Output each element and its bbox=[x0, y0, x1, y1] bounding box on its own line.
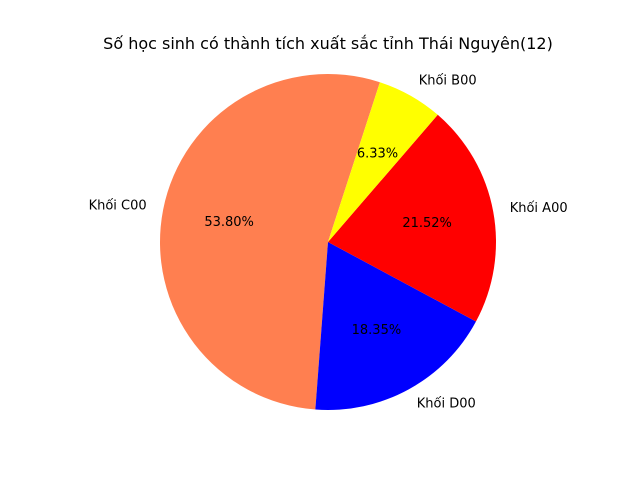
pie-labels: Khối C00 53.80% Khối D00 18.35% Khối A00 21.5… bbox=[89, 73, 568, 411]
pie-slice-kh-i-d00 bbox=[315, 242, 476, 411]
pie-slice-kh-i-a00 bbox=[328, 114, 496, 322]
category-label-kh-i-a00: Khối A00 bbox=[510, 201, 568, 216]
category-label-kh-i-c00: Khối C00 bbox=[89, 199, 147, 214]
pie-slice-kh-i-b00 bbox=[328, 82, 438, 242]
percent-label-kh-i-d00: 18.35% bbox=[352, 323, 402, 338]
chart-title: Số học sinh có thành tích xuất sắc tỉnh … bbox=[103, 34, 553, 53]
category-label-kh-i-b00: Khối B00 bbox=[419, 73, 477, 88]
percent-label-kh-i-c00: 53.80% bbox=[204, 215, 254, 230]
percent-label-kh-i-a00: 21.52% bbox=[402, 216, 452, 231]
pie-slices bbox=[160, 74, 496, 411]
percent-label-kh-i-b00: 6.33% bbox=[357, 147, 398, 162]
pie-slice-kh-i-c00 bbox=[160, 74, 380, 410]
category-label-kh-i-d00: Khối D00 bbox=[417, 397, 476, 412]
